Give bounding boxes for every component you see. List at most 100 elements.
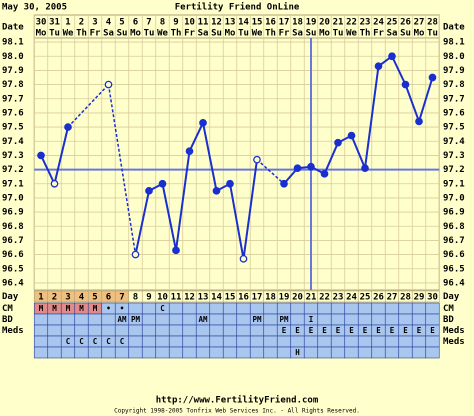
weekday-label: Tu xyxy=(238,29,249,39)
weekday-label: Tu xyxy=(427,29,438,39)
y-tick-label-right: 98.0 xyxy=(443,52,465,62)
row-cell xyxy=(303,346,319,359)
weekday-label: Tu xyxy=(144,29,155,39)
temperature-point xyxy=(320,169,329,178)
row-cell xyxy=(60,324,76,337)
y-tick-label-right: 97.6 xyxy=(443,108,465,118)
y-tick-label-right: 96.8 xyxy=(443,222,465,232)
day-number: 16 xyxy=(238,293,249,303)
weekday-label: Tu xyxy=(49,29,60,39)
x-tick-label: 24 xyxy=(373,18,384,28)
row-cell xyxy=(411,335,427,348)
x-tick-label: 13 xyxy=(225,18,236,28)
footer-url: http://www.FertilityFriend.com xyxy=(156,395,319,406)
row-label-right: Meds xyxy=(443,337,465,347)
gap-connector xyxy=(107,84,137,255)
row-cell xyxy=(155,346,170,359)
y-tick-label-right: 97.5 xyxy=(443,123,465,133)
row-entry: C xyxy=(79,337,84,346)
day-number: 21 xyxy=(306,293,317,303)
row-cell xyxy=(425,346,440,359)
row-entry: C xyxy=(106,337,111,346)
weekday-label: Sa xyxy=(103,29,114,39)
day-row-label-right: Day xyxy=(443,292,460,302)
row-cell xyxy=(155,324,170,337)
x-tick-label: 15 xyxy=(252,18,263,28)
row-cell xyxy=(141,324,157,337)
row-cell xyxy=(101,324,116,337)
temperature-point xyxy=(145,186,153,195)
row-cell xyxy=(398,313,413,326)
temperature-point xyxy=(199,118,207,127)
row-entry: M xyxy=(93,304,98,313)
x-tick-label: 3 xyxy=(92,18,97,28)
x-tick-label: 23 xyxy=(360,18,371,28)
day-number: 18 xyxy=(265,293,276,303)
x-tick-label: 21 xyxy=(333,18,344,28)
row-cell xyxy=(222,335,238,348)
day-cell xyxy=(425,290,440,303)
row-cell xyxy=(330,335,346,348)
row-cell xyxy=(60,346,76,359)
x-tick-label: 28 xyxy=(427,18,438,28)
x-tick-label: 19 xyxy=(306,18,317,28)
row-cell xyxy=(249,302,265,315)
x-tick-label: 12 xyxy=(211,18,222,28)
y-tick-label: 97.3 xyxy=(2,151,24,161)
row-label-right: Meds xyxy=(443,326,465,336)
row-cell xyxy=(371,346,386,359)
temperature-point xyxy=(347,131,356,140)
temperature-point xyxy=(185,147,194,156)
chart-title: Fertility Friend OnLine xyxy=(175,2,300,13)
row-cell xyxy=(236,302,251,315)
weekday-label: Su xyxy=(306,29,317,39)
temperature-point xyxy=(253,155,261,164)
weekday-label: Sa xyxy=(292,29,303,39)
row-cell xyxy=(209,335,224,348)
x-tick-label: 18 xyxy=(292,18,303,28)
weekday-label: Mo xyxy=(36,29,47,39)
row-cell xyxy=(60,313,76,326)
row-cell xyxy=(411,346,427,359)
row-cell xyxy=(168,313,184,326)
row-entry: C xyxy=(66,337,71,346)
row-entry: M xyxy=(79,304,84,313)
x-tick-label: 30 xyxy=(36,18,47,28)
row-entry: C xyxy=(93,337,98,346)
temperature-point xyxy=(415,117,423,126)
day-number: 4 xyxy=(79,293,85,303)
row-cell xyxy=(128,346,143,359)
row-cell xyxy=(384,302,400,315)
temperature-point xyxy=(64,123,72,131)
x-tick-label: 31 xyxy=(49,18,60,28)
row-cell xyxy=(236,346,251,359)
temperature-point xyxy=(307,162,315,171)
temperature-point xyxy=(37,151,45,160)
row-cell xyxy=(398,302,413,315)
temperature-point xyxy=(212,186,221,195)
y-tick-label: 97.9 xyxy=(2,66,24,76)
row-entry: E xyxy=(390,326,395,335)
x-tick-label: 20 xyxy=(319,18,330,28)
day-number: 7 xyxy=(119,293,124,303)
row-cell xyxy=(263,335,278,348)
weekday-label: Tu xyxy=(333,29,344,39)
weekday-label: Fr xyxy=(90,29,101,39)
y-tick-label: 97.1 xyxy=(2,179,24,189)
x-tick-label: 9 xyxy=(173,18,178,28)
temperature-line xyxy=(134,119,258,260)
row-cell xyxy=(87,346,103,359)
y-tick-label-right: 96.6 xyxy=(443,250,465,260)
row-cell xyxy=(263,346,278,359)
weekday-label: Sa xyxy=(387,29,398,39)
row-cell xyxy=(249,346,265,359)
row-cell xyxy=(344,313,359,326)
day-number: 8 xyxy=(133,293,138,303)
y-tick-label: 96.6 xyxy=(2,250,24,260)
row-cell xyxy=(384,346,400,359)
y-tick-label-right: 97.4 xyxy=(443,137,465,147)
row-cell xyxy=(303,335,319,348)
row-cell xyxy=(357,302,373,315)
row-entry: C xyxy=(120,337,125,346)
